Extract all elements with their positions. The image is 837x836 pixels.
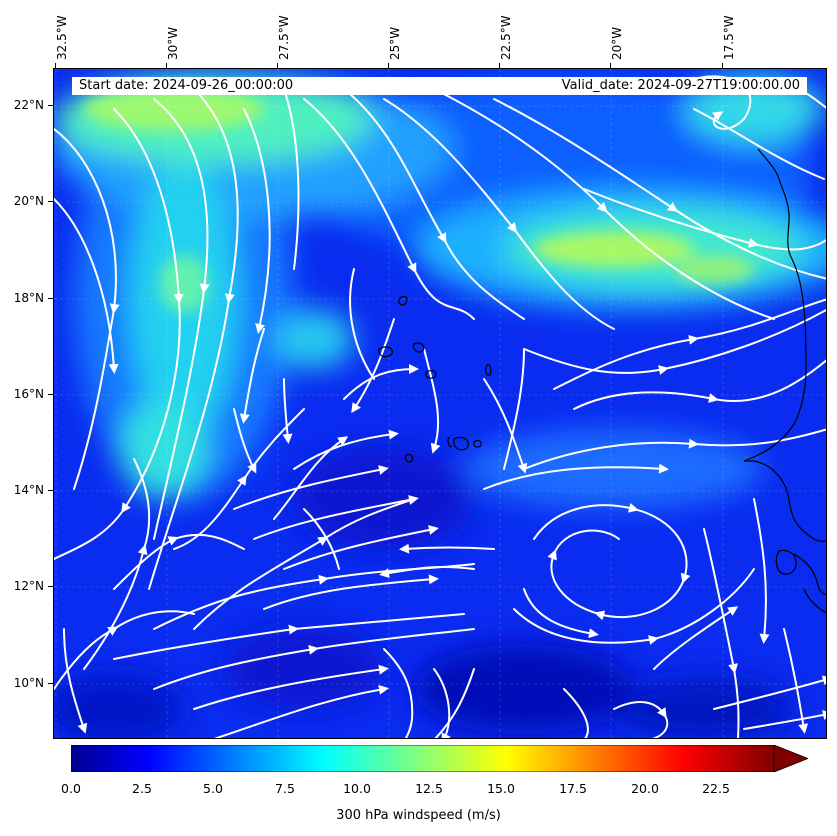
windspeed-maxima — [84, 87, 754, 314]
lat-tick — [48, 394, 53, 395]
colorbar-tick: 20.0 — [631, 781, 659, 796]
lat-tick — [48, 298, 53, 299]
colorbar-tick: 10.0 — [343, 781, 371, 796]
lat-tick — [48, 586, 53, 587]
lon-label-20w: 20°W — [610, 26, 624, 60]
colorbar-tick: 2.5 — [132, 781, 152, 796]
colorbar-tick: 15.0 — [487, 781, 515, 796]
start-date-label: Start date: 2024-09-26_00:00:00 — [79, 78, 294, 93]
date-header: Start date: 2024-09-26_00:00:00 Valid_da… — [72, 77, 807, 95]
lat-label-12n: 12°N — [13, 579, 44, 593]
colorbar-tick: 22.5 — [702, 781, 730, 796]
lon-label-30w: 30°W — [166, 26, 180, 60]
lon-tick — [166, 63, 167, 68]
streamlines — [54, 75, 826, 738]
lon-label-22-5w: 22.5°W — [499, 15, 513, 60]
lon-label-27-5w: 27.5°W — [277, 15, 291, 60]
lon-tick — [722, 63, 723, 68]
colorbar-tick: 12.5 — [415, 781, 443, 796]
lon-tick — [610, 63, 611, 68]
colorbar-tick: 17.5 — [559, 781, 587, 796]
lat-label-10n: 10°N — [13, 676, 44, 690]
lat-label-22n: 22°N — [13, 98, 44, 112]
colorbar-title: 300 hPa windspeed (m/s) — [336, 808, 501, 823]
colorbar-tick: 5.0 — [203, 781, 223, 796]
lat-tick — [48, 201, 53, 202]
valid-date-label: Valid_date: 2024-09-27T19:00:00.00 — [561, 78, 800, 93]
lat-label-20n: 20°N — [13, 194, 44, 208]
lat-tick — [48, 105, 53, 106]
lon-tick — [499, 63, 500, 68]
lon-tick — [277, 63, 278, 68]
wind-map — [53, 68, 827, 739]
colorbar-tick: 7.5 — [275, 781, 295, 796]
lat-tick — [48, 490, 53, 491]
lon-label-17-5w: 17.5°W — [722, 15, 736, 60]
colorbar-extend-arrow — [773, 745, 808, 772]
lat-tick — [48, 683, 53, 684]
colorbar — [71, 745, 808, 772]
lat-label-16n: 16°N — [13, 387, 44, 401]
lon-tick — [388, 63, 389, 68]
wind-map-svg — [54, 69, 826, 738]
lat-label-14n: 14°N — [13, 483, 44, 497]
colorbar-tick: 0.0 — [61, 781, 81, 796]
lon-label-25w: 25°W — [388, 26, 402, 60]
lon-tick — [55, 63, 56, 68]
lon-label-32-5w: 32.5°W — [55, 15, 69, 60]
coastlines — [378, 148, 826, 614]
colorbar-gradient — [71, 745, 775, 772]
lat-label-18n: 18°N — [13, 291, 44, 305]
